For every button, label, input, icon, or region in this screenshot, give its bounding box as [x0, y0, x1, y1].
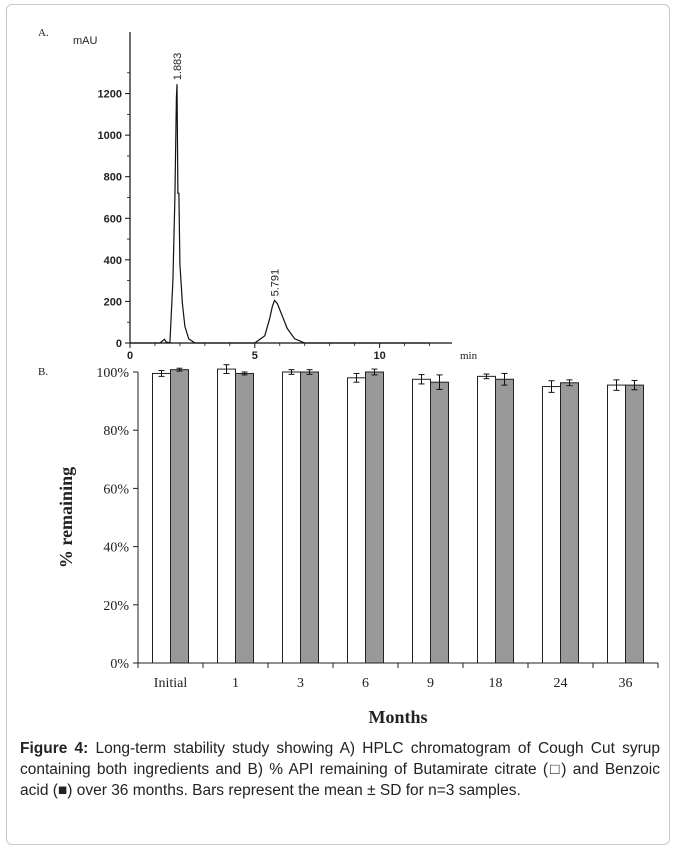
y-tick-label: 60% [103, 482, 129, 497]
x-tick-label: 9 [427, 676, 434, 691]
bar-butamirate [282, 371, 301, 664]
y-tick-label: 80% [103, 424, 129, 439]
y-axis-title: mAU [73, 35, 98, 47]
y-tick-label: 100% [96, 366, 129, 381]
peak-label: 5.791 [270, 269, 282, 297]
bar-benzoic [235, 372, 254, 664]
panel-b-label: B. [38, 366, 48, 378]
bar-benzoic [300, 371, 319, 664]
bar-benzoic [365, 371, 384, 664]
bar-butamirate [542, 386, 561, 664]
x-axis-title: Months [368, 707, 427, 727]
x-tick-label: 36 [619, 676, 633, 691]
caption-text: Long-term stability study showing A) HPL… [20, 740, 661, 799]
bar-benzoic [430, 381, 449, 664]
bar-benzoic [495, 378, 514, 664]
bar-butamirate [347, 377, 366, 664]
y-tick-label: 1200 [98, 89, 122, 101]
chromatogram-panel: A. mAU 0 200 400 600 800 1000 1200 0 5 10 min 1.883 5.… [38, 27, 478, 362]
y-tick-label: 40% [103, 541, 129, 556]
x-tick-label: 24 [554, 676, 568, 691]
chromatogram-trace [130, 84, 430, 344]
x-tick-label: 3 [297, 676, 304, 691]
bar-benzoic [625, 384, 644, 664]
bar-benzoic [560, 382, 579, 664]
y-tick-label: 800 [104, 172, 122, 184]
peak-label: 1.883 [172, 53, 184, 81]
y-tick-label: 600 [104, 213, 122, 225]
panel-a-label: A. [38, 27, 49, 39]
y-tick-label: 1000 [98, 130, 122, 142]
x-tick-label: 6 [362, 676, 369, 691]
bar-benzoic [170, 369, 189, 664]
x-tick-label: 1 [232, 676, 239, 691]
caption-label: Figure 4: [20, 740, 89, 757]
bar-butamirate [217, 368, 236, 664]
x-tick-label: 18 [489, 676, 503, 691]
y-axis-title: % remaining [56, 467, 76, 568]
y-tick-label: 400 [104, 255, 122, 267]
bar-butamirate [412, 378, 431, 664]
y-tick-label: 20% [103, 599, 129, 614]
y-tick-label: 200 [104, 296, 122, 308]
x-tick-label: 10 [373, 350, 385, 362]
bar-butamirate [152, 372, 171, 664]
figure-caption: Figure 4: Long-term stability study show… [20, 738, 660, 801]
bar-butamirate [477, 375, 496, 664]
bar-butamirate [607, 384, 626, 664]
x-tick-label: 5 [252, 350, 258, 362]
x-tick-label: 0 [127, 350, 133, 362]
x-axis-title: min [460, 350, 478, 362]
y-tick-label: 0% [110, 657, 129, 672]
y-tick-label: 0 [116, 338, 122, 350]
x-tick-label: Initial [154, 676, 188, 691]
bar-chart-panel: B.0%20%40%60%80%100%Initial 1 3 6 9 18 24 36% r… [38, 364, 659, 727]
